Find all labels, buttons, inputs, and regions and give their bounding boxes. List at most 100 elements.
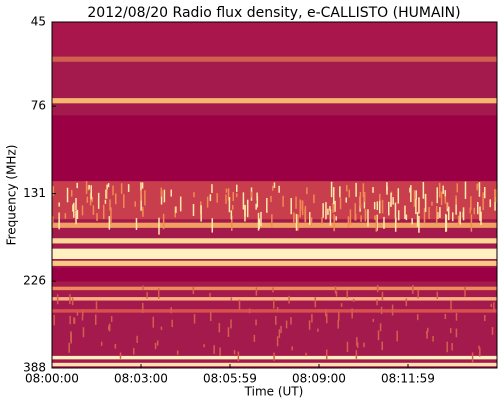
- spectrogram-streak: [285, 320, 288, 329]
- spectrogram-streak: [339, 186, 341, 198]
- spectrogram-streak: [69, 315, 71, 325]
- spectrogram-streak: [427, 327, 429, 332]
- spectrogram-streak: [363, 342, 365, 348]
- spectrogram-streak: [322, 203, 324, 218]
- spectrogram-streak: [244, 204, 246, 222]
- spectrogram-streak: [108, 323, 111, 332]
- spectrogram-streak: [255, 203, 257, 210]
- spectrogram-streak: [206, 196, 209, 208]
- spectrogram-streak: [451, 212, 454, 222]
- spectrogram-streak: [213, 345, 215, 354]
- spectrogram-streak: [476, 183, 478, 191]
- plot-frame: [51, 21, 498, 369]
- spectrogram-streak: [95, 301, 98, 310]
- spectrogram-streak: [444, 314, 447, 320]
- spectrogram-streak: [203, 344, 205, 348]
- spectrogram-streak: [490, 303, 492, 307]
- spectrogram-streak: [170, 189, 172, 197]
- spectrogram-streak: [444, 190, 447, 200]
- y-axis-label: Frequency (MHz): [5, 145, 19, 246]
- spectrogram-streak: [391, 304, 394, 316]
- spectrogram-streak: [273, 299, 275, 309]
- spectrogram-streak: [276, 307, 279, 312]
- spectrogram-streak: [346, 341, 349, 353]
- spectrogram-streak: [90, 185, 92, 200]
- spectrogram-streak: [73, 317, 75, 324]
- spectrogram-streak: [301, 200, 304, 216]
- spectrogram-streak: [329, 206, 331, 211]
- spectrogram-streak: [108, 216, 111, 230]
- spectrogram-streak: [232, 191, 235, 202]
- x-tick-label: 08:09:00: [292, 372, 346, 386]
- spectrogram-streak: [417, 289, 419, 299]
- spectrogram-streak: [92, 205, 95, 215]
- spectrogram-streak: [404, 205, 406, 220]
- spectrogram-streak: [478, 182, 481, 197]
- spectrogram-streak: [119, 352, 122, 359]
- spectrogram-streak: [346, 185, 348, 192]
- spectrogram-streak: [219, 347, 221, 357]
- spectrogram-streak: [396, 330, 398, 342]
- spectrogram-streak: [71, 297, 74, 306]
- spectrogram-streak: [364, 210, 367, 219]
- spectrogram-streak: [346, 290, 349, 299]
- spectrogram-streak: [479, 347, 481, 357]
- spectrogram-streak: [334, 200, 336, 212]
- spectrogram-streak: [105, 189, 107, 199]
- spectrogram-streak: [288, 295, 290, 304]
- spectrogram-streak: [66, 187, 69, 203]
- spectrogram-streak: [230, 319, 232, 329]
- spectrogram-streak: [428, 207, 430, 219]
- y-tick-label: 388: [23, 361, 46, 375]
- spectrogram-streak: [108, 325, 110, 331]
- spectrogram-streak: [127, 184, 130, 192]
- spectrogram-band: [52, 56, 497, 62]
- spectrogram-streak: [311, 314, 313, 323]
- spectrogram-streak: [354, 203, 356, 221]
- spectrogram-streak: [104, 199, 107, 204]
- spectrogram-streak: [380, 306, 383, 315]
- spectrogram-streak: [255, 287, 258, 296]
- spectrogram-streak: [136, 335, 138, 343]
- spectrogram-streak: [270, 195, 272, 203]
- spectrogram-streak: [376, 284, 379, 293]
- x-tick-label: 08:11:59: [381, 372, 435, 386]
- spectrogram-streak: [493, 302, 495, 313]
- spectrogram-streak: [230, 210, 233, 220]
- spectrogram-streak: [379, 323, 382, 332]
- spectrogram-streak: [405, 298, 408, 307]
- spectrogram-streak: [140, 193, 142, 211]
- spectrogram-streak: [170, 307, 172, 314]
- spectrogram-streak: [163, 189, 166, 203]
- spectrogram-streak: [156, 340, 159, 346]
- spectrogram-streak: [451, 343, 453, 351]
- spectrogram-streak: [225, 194, 227, 204]
- spectrogram-streak: [479, 206, 481, 221]
- spectrogram-streak: [81, 309, 84, 317]
- spectrogram-streak: [216, 193, 218, 203]
- spectrogram-streak: [81, 205, 84, 216]
- spectrogram-streak: [446, 341, 448, 353]
- spectrogram-streak: [56, 294, 59, 305]
- spectrogram-streak: [333, 214, 335, 232]
- spectrogram-streak: [473, 207, 476, 215]
- spectrogram-streak: [397, 210, 400, 221]
- spectrogram-streak: [85, 181, 88, 194]
- spectrogram-streak: [58, 202, 60, 207]
- spectrogram-streak: [75, 210, 77, 225]
- spectrogram-streak: [273, 182, 276, 188]
- spectrogram-streak: [359, 192, 362, 206]
- spectrogram-streak: [480, 211, 482, 225]
- spectrogram-streak: [376, 214, 378, 231]
- spectrogram-streak: [376, 201, 379, 211]
- spectrogram-streak: [200, 205, 202, 222]
- spectrogram-streak: [278, 185, 280, 193]
- spectrogram-streak: [146, 292, 148, 299]
- spectrogram-streak: [68, 342, 70, 353]
- spectrogram-streak: [280, 325, 282, 334]
- spectrogram-streak: [235, 193, 238, 198]
- plot-area: [51, 21, 498, 369]
- spectrogram-streak: [383, 216, 385, 229]
